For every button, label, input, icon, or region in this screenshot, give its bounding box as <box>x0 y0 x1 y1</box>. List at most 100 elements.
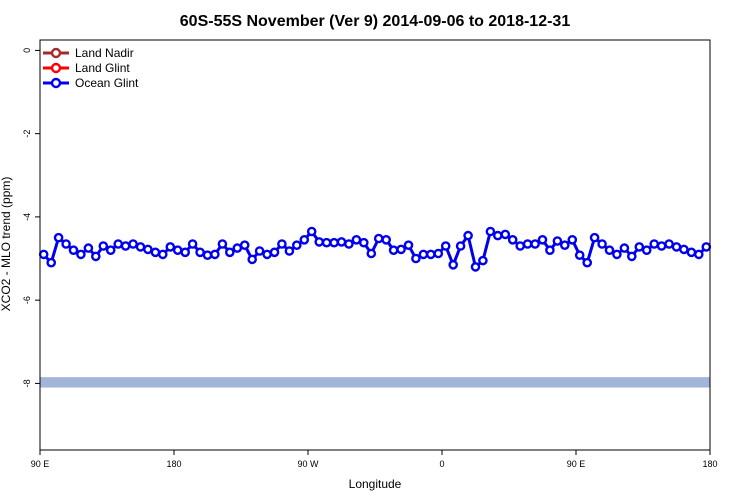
data-point <box>321 237 332 248</box>
data-point <box>366 248 377 259</box>
data-point <box>396 244 406 255</box>
data-point <box>381 234 392 245</box>
series-layer <box>38 226 712 272</box>
data-point <box>574 250 585 260</box>
data-point <box>388 245 399 255</box>
legend-marker <box>50 62 62 74</box>
data-point <box>582 257 593 268</box>
reference-band-layer <box>40 377 710 388</box>
data-point <box>61 239 71 249</box>
data-point <box>195 247 205 258</box>
data-point <box>232 243 243 253</box>
data-point <box>53 232 64 243</box>
reference-band <box>40 377 710 388</box>
data-point <box>597 239 607 249</box>
data-point <box>358 237 369 248</box>
data-point <box>284 246 295 256</box>
data-point <box>641 245 652 255</box>
data-point <box>522 239 533 249</box>
data-point <box>224 247 235 258</box>
data-point <box>262 249 272 260</box>
data-point <box>470 262 481 272</box>
data-point <box>634 242 645 252</box>
legend-label: Land Nadir <box>75 46 134 60</box>
data-point <box>403 240 414 250</box>
legend-label: Land Glint <box>75 61 130 75</box>
data-point <box>105 245 116 255</box>
data-point <box>425 249 436 260</box>
data-point <box>552 236 563 246</box>
legend-marker <box>50 77 62 89</box>
data-point <box>507 234 518 245</box>
data-point <box>448 259 459 270</box>
data-point <box>76 249 86 260</box>
data-point <box>500 229 511 240</box>
data-point <box>530 239 540 249</box>
data-point <box>187 239 198 249</box>
y-axis: 0 -2 -4 -6 -8 <box>22 48 40 387</box>
data-point <box>694 249 704 260</box>
data-point <box>83 243 94 253</box>
data-point <box>604 245 615 255</box>
data-point <box>329 237 339 248</box>
data-point <box>336 237 347 247</box>
y-tick-label: -8 <box>22 379 32 387</box>
data-point <box>418 249 429 260</box>
data-point <box>440 241 451 251</box>
data-point <box>373 233 384 244</box>
data-point <box>664 239 674 249</box>
data-point <box>485 226 496 237</box>
data-point <box>299 234 310 245</box>
data-point <box>545 245 555 255</box>
data-point <box>210 249 220 260</box>
data-point <box>202 250 213 260</box>
data-point <box>172 245 183 255</box>
data-point <box>68 245 79 255</box>
data-point <box>515 241 526 251</box>
data-point <box>157 249 168 260</box>
data-point <box>589 232 600 243</box>
data-point <box>567 234 578 245</box>
x-tick-label: 180 <box>702 459 717 469</box>
data-point <box>560 240 570 250</box>
data-point <box>612 249 622 260</box>
data-point <box>239 240 250 250</box>
data-point <box>269 247 280 258</box>
y-tick-label: -4 <box>22 213 32 221</box>
data-point <box>314 237 325 247</box>
data-point <box>291 240 302 250</box>
data-point <box>344 239 354 249</box>
data-point <box>619 243 630 253</box>
y-tick-label: 0 <box>22 48 32 53</box>
x-tick-label: 90 W <box>297 459 319 469</box>
x-tick-label: 0 <box>439 459 444 469</box>
data-point <box>135 242 146 252</box>
x-axis: 90 E 180 90 W 0 90 E 180 <box>31 450 718 469</box>
data-point <box>143 244 153 255</box>
chart-title: 60S-55S November (Ver 9) 2014-09-06 to 2… <box>180 13 571 30</box>
data-point <box>701 242 712 252</box>
y-tick-label: -6 <box>22 296 32 304</box>
data-point <box>351 234 362 245</box>
data-point <box>492 230 503 241</box>
x-tick-label: 90 E <box>31 459 50 469</box>
data-point <box>455 241 466 251</box>
data-point <box>150 247 161 258</box>
data-point <box>478 255 488 266</box>
data-point <box>120 241 131 251</box>
data-point <box>128 239 138 249</box>
data-point <box>38 249 49 260</box>
x-axis-label: Longitude <box>349 477 402 491</box>
legend-label: Ocean Glint <box>75 76 139 90</box>
data-point <box>433 248 444 259</box>
plot-frame <box>39 39 711 451</box>
data-point <box>180 247 190 258</box>
data-point <box>113 239 123 249</box>
data-point <box>254 246 265 256</box>
x-tick-label: 180 <box>166 459 181 469</box>
data-point <box>277 239 287 249</box>
y-axis-label: XCO2 - MLO trend (ppm) <box>0 177 13 312</box>
data-point <box>627 251 637 262</box>
